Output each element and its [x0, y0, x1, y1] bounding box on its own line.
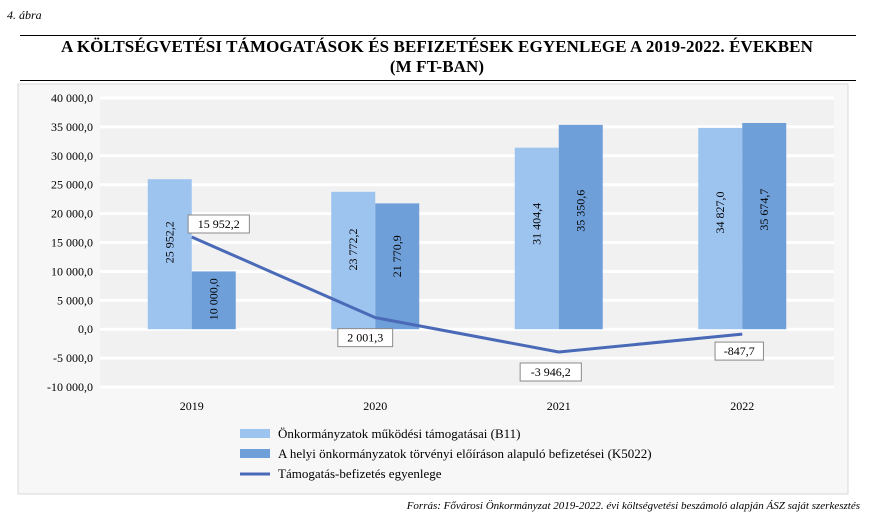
- x-tick-label: 2019: [180, 399, 204, 413]
- y-tick-label: 35 000,0: [51, 120, 93, 134]
- line-value-label: 2 001,3: [347, 331, 383, 345]
- y-tick-label: 20 000,0: [51, 207, 93, 221]
- bar-k5022-value-label: 35 674,7: [757, 189, 771, 231]
- y-tick-label: 15 000,0: [51, 236, 93, 250]
- bar-k5022: [375, 203, 420, 330]
- y-tick-label: 5 000,0: [57, 293, 93, 307]
- bar-b11: [698, 127, 743, 330]
- y-tick-label: 30 000,0: [51, 149, 93, 163]
- legend-swatch-b11: [240, 429, 270, 438]
- source-note: Forrás: Fővárosi Önkormányzat 2019-2022.…: [406, 500, 860, 512]
- y-tick-label: -10 000,0: [47, 380, 93, 394]
- line-value-label: 15 952,2: [198, 217, 240, 231]
- x-tick-label: 2021: [547, 399, 571, 413]
- chart-title: A KÖLTSÉGVETÉSI TÁMOGATÁSOK ÉS BEFIZETÉS…: [0, 37, 874, 77]
- bar-k5022: [558, 124, 603, 330]
- y-tick-label: 40 000,0: [51, 91, 93, 105]
- title-top-rule: [20, 35, 856, 36]
- legend-label-line: Támogatás-befizetés egyenlege: [278, 466, 442, 481]
- line-label-box: [337, 328, 394, 348]
- line-value-label: -3 946,2: [531, 365, 571, 379]
- bar-k5022-value-label: 10 000,0: [207, 278, 221, 320]
- figure-label: 4. ábra: [7, 8, 42, 22]
- y-tick-label: 25 000,0: [51, 178, 93, 192]
- bar-b11-value-label: 23 772,2: [346, 229, 360, 271]
- legend-swatch-k5022: [240, 449, 270, 458]
- chart-title-line2: (M FT-BAN): [389, 57, 485, 76]
- x-tick-label: 2022: [730, 399, 754, 413]
- line-label-box: [187, 214, 250, 234]
- line-label-box: [714, 341, 764, 361]
- bar-b11: [147, 179, 192, 330]
- chart-title-line1: A KÖLTSÉGVETÉSI TÁMOGATÁSOK ÉS BEFIZETÉS…: [61, 37, 813, 56]
- balance-line: [191, 235, 743, 354]
- title-bottom-rule: [20, 80, 856, 81]
- bar-b11-value-label: 25 952,2: [163, 221, 177, 263]
- legend-label-b11: Önkormányzatok működési támogatásai (B11…: [278, 426, 521, 441]
- bar-k5022: [742, 123, 787, 330]
- line-label-box: [519, 362, 582, 382]
- y-tick-label: 0,0: [78, 322, 93, 336]
- bar-b11: [331, 191, 376, 330]
- bar-k5022-value-label: 21 770,9: [390, 235, 404, 277]
- y-tick-label: -5 000,0: [53, 351, 93, 365]
- legend-label-k5022: A helyi önkormányzatok törvényi előíráso…: [278, 446, 652, 461]
- bar-b11: [514, 147, 559, 330]
- bar-b11-value-label: 34 827,0: [713, 191, 727, 233]
- line-value-label: -847,7: [724, 344, 755, 358]
- x-tick-label: 2020: [363, 399, 387, 413]
- y-tick-label: 10 000,0: [51, 264, 93, 278]
- bar-k5022: [191, 271, 236, 330]
- bar-b11-value-label: 31 404,4: [530, 203, 544, 245]
- bar-k5022-value-label: 35 350,6: [574, 190, 588, 232]
